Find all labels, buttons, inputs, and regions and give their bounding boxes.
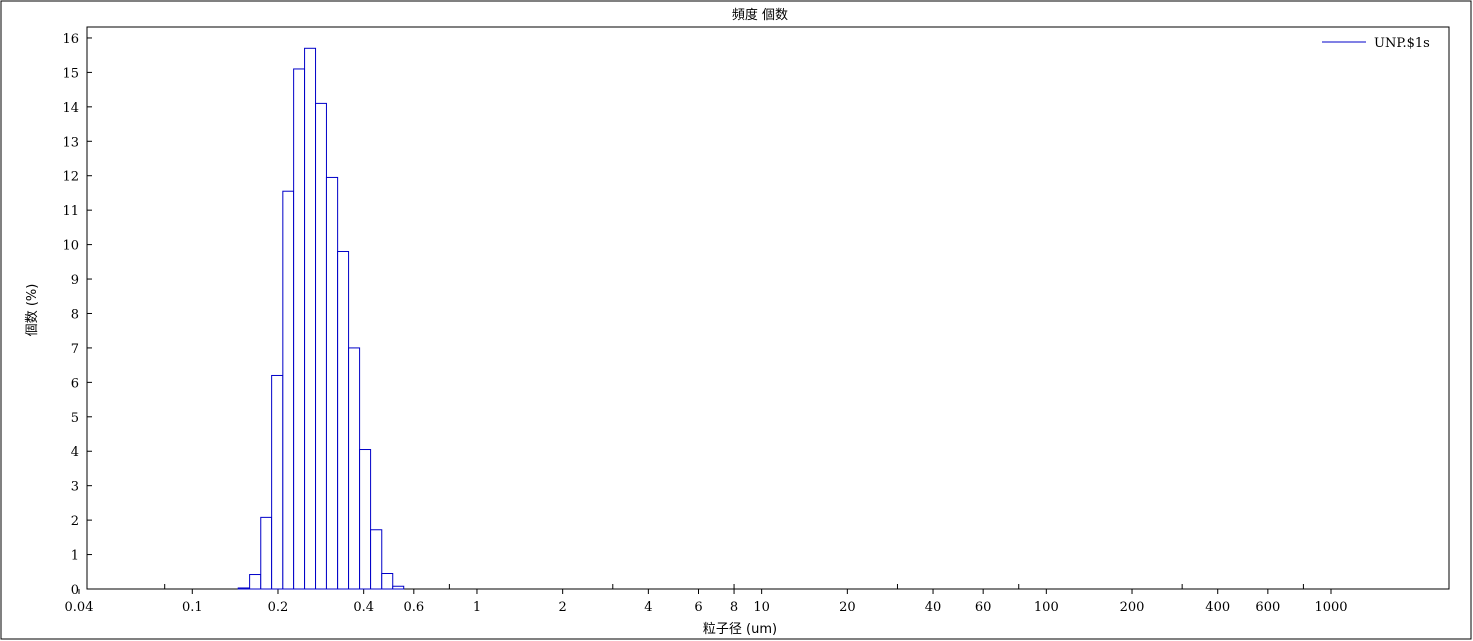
y-tick-label: 8 xyxy=(71,307,79,322)
y-tick-label: 11 xyxy=(62,204,79,219)
x-tick-label: 0.04 xyxy=(65,600,94,615)
histogram-bar xyxy=(348,347,361,590)
y-tick-label: 7 xyxy=(71,342,79,357)
chart-title: 頻度 個数 xyxy=(732,7,788,23)
y-tick-label: 14 xyxy=(62,101,79,116)
histogram-bar xyxy=(271,374,284,590)
histogram-bar xyxy=(282,190,295,590)
x-tick-label: 8 xyxy=(730,600,738,615)
legend: UNP.$1s xyxy=(1322,36,1430,51)
histogram-bar xyxy=(392,585,405,590)
x-tick-label: 2 xyxy=(559,600,567,615)
y-tick-label: 13 xyxy=(62,135,79,150)
x-tick-label: 0.2 xyxy=(268,600,289,615)
y-tick-label: 0 xyxy=(71,583,79,598)
x-tick-label: 60 xyxy=(975,600,992,615)
histogram-bar xyxy=(325,176,339,590)
x-tick-label: 0.6 xyxy=(403,600,424,615)
x-tick-label: 100 xyxy=(1034,600,1059,615)
y-tick-label: 4 xyxy=(71,445,79,460)
histogram-bar xyxy=(249,574,262,590)
x-tick-label: 200 xyxy=(1120,600,1145,615)
x-tick-label: 400 xyxy=(1205,600,1230,615)
y-axis-label: 個数 (%) xyxy=(25,284,40,337)
x-tick-label: 40 xyxy=(925,600,942,615)
y-tick-label: 3 xyxy=(71,480,79,495)
histogram-bar xyxy=(293,68,306,590)
x-tick-label: 1000 xyxy=(1314,600,1347,615)
x-tick-label: 1 xyxy=(473,600,481,615)
histogram-bar xyxy=(237,587,251,590)
x-axis-label: 粒子径 (um) xyxy=(703,622,777,637)
y-tick-label: 6 xyxy=(71,376,79,391)
y-tick-label: 5 xyxy=(71,411,79,426)
histogram-bar xyxy=(304,47,317,590)
x-tick-label: 0.1 xyxy=(182,600,203,615)
x-tick-label: 20 xyxy=(839,600,856,615)
y-tick-label: 10 xyxy=(62,239,79,254)
histogram-bar xyxy=(370,529,383,590)
x-tick-label: 0.4 xyxy=(353,600,374,615)
x-tick-label: 6 xyxy=(694,600,702,615)
y-tick-label: 9 xyxy=(71,273,79,288)
histogram-bar xyxy=(359,449,372,590)
x-tick-label: 600 xyxy=(1255,600,1280,615)
x-tick-label: 4 xyxy=(644,600,652,615)
y-tick-label: 12 xyxy=(62,170,79,185)
y-tick-label: 2 xyxy=(71,514,79,529)
histogram-bar xyxy=(260,516,273,590)
y-tick-label: 16 xyxy=(62,32,79,47)
legend-label: UNP.$1s xyxy=(1374,36,1430,51)
histogram-bar xyxy=(315,102,327,590)
y-tick-label: 15 xyxy=(62,66,79,81)
histogram-bar xyxy=(337,250,350,590)
x-tick-label: 10 xyxy=(753,600,770,615)
histogram-bar xyxy=(381,573,394,590)
y-tick-label: 1 xyxy=(71,549,79,564)
histogram-bars xyxy=(237,47,405,590)
